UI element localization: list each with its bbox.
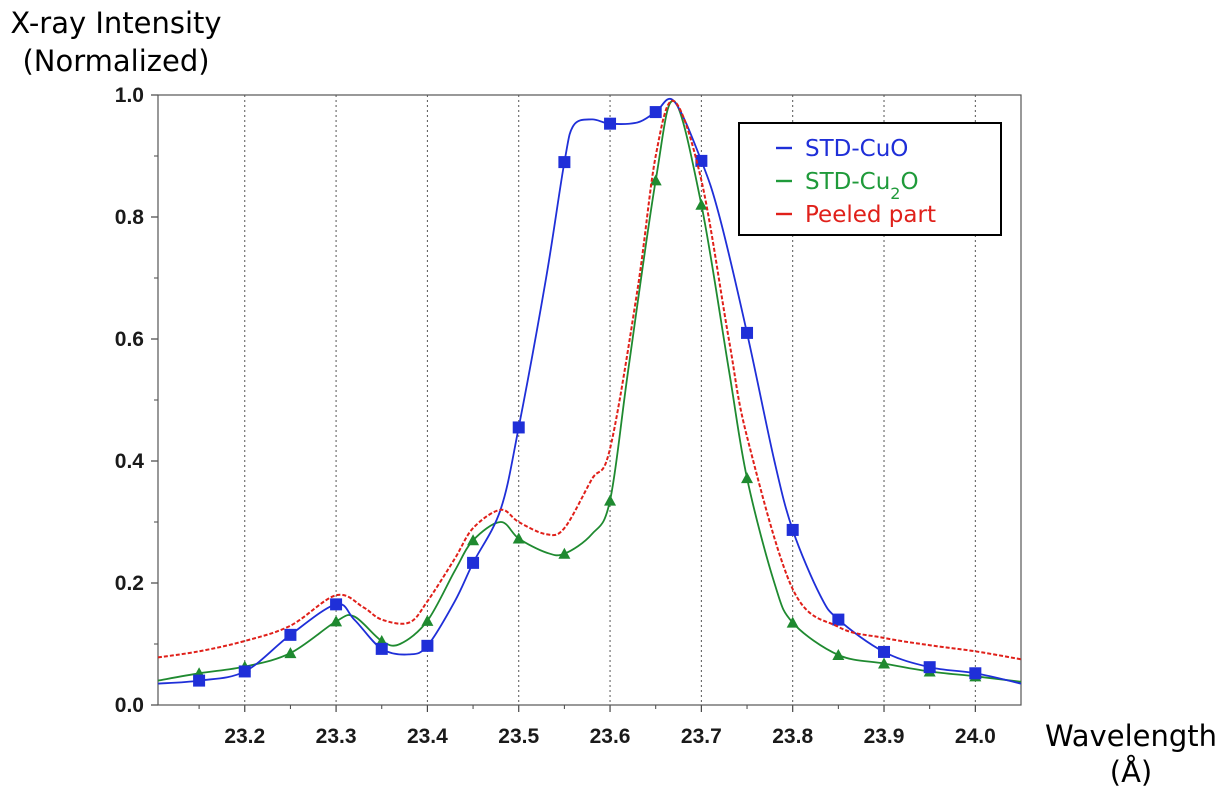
data-point-std_cu2o <box>421 614 434 626</box>
y-axis-label-line1: X-ray Intensity <box>10 6 222 40</box>
data-point-std_cuo <box>558 156 571 169</box>
x-tick-label: 24.0 <box>955 725 996 748</box>
x-tick-label: 23.8 <box>772 725 813 748</box>
data-point-std_cuo <box>786 523 799 536</box>
data-point-std_cu2o <box>467 534 480 546</box>
y-axis-label-line2: (Normalized) <box>22 44 210 78</box>
data-point-std_cuo <box>604 117 617 130</box>
data-point-std_cu2o <box>512 532 525 544</box>
legend-label-peeled: Peeled part <box>805 202 936 228</box>
data-point-std_cu2o <box>330 615 343 627</box>
data-point-std_cuo <box>238 665 251 678</box>
data-point-std_cuo <box>832 613 845 626</box>
series-line-peeled <box>157 99 1022 661</box>
series-layer <box>157 97 1022 687</box>
series-line-std_cu2o <box>157 100 1022 683</box>
legend-box <box>738 122 1002 236</box>
data-point-std_cuo <box>375 642 388 655</box>
x-tick-label: 23.9 <box>864 725 905 748</box>
data-point-std_cuo <box>284 628 297 641</box>
data-point-std_cuo <box>695 154 708 167</box>
y-tick-label: 0.0 <box>115 694 144 717</box>
data-point-std_cu2o <box>786 616 799 628</box>
y-tick-label: 0.8 <box>115 206 145 229</box>
data-point-std_cu2o <box>558 547 571 559</box>
data-point-std_cuo <box>878 645 891 658</box>
x-axis-label-line1: Wavelength <box>1044 719 1218 753</box>
axes-layer: 23.2 23.3 23.4 23.5 23.6 23.7 23.8 23.9 24.0 0.0 0… <box>115 84 1022 748</box>
data-point-std_cu2o <box>695 198 708 210</box>
data-point-std_cuo <box>467 556 480 569</box>
x-tick-label: 23.2 <box>224 725 265 748</box>
data-point-std_cuo <box>923 661 936 674</box>
x-tick-label: 23.3 <box>316 725 357 748</box>
x-axis-label-line2: (Å) <box>1109 755 1153 789</box>
data-point-std_cu2o <box>741 472 754 484</box>
data-point-std_cu2o <box>832 648 845 660</box>
x-axis-label: Wavelength (Å) <box>1036 718 1226 790</box>
plot-frame <box>157 94 1022 706</box>
data-point-std_cu2o <box>284 647 297 659</box>
data-point-std_cuo <box>969 667 982 680</box>
data-point-std_cuo <box>741 326 754 339</box>
y-tick-label: 0.4 <box>115 450 145 473</box>
x-tick-label: 23.6 <box>590 725 631 748</box>
y-tick-label: 0.6 <box>115 328 144 351</box>
data-point-std_cuo <box>649 106 662 119</box>
series-line-std_cuo <box>157 97 1022 685</box>
data-point-std_cu2o <box>649 174 662 186</box>
legend-label-std_cuo: STD-CuO <box>805 136 908 162</box>
x-tick-label: 23.7 <box>681 725 722 748</box>
data-point-std_cuo <box>421 639 434 652</box>
x-tick-label: 23.4 <box>407 725 448 748</box>
data-point-std_cuo <box>330 598 343 611</box>
data-point-std_cu2o <box>878 657 891 669</box>
data-point-std_cuo <box>193 674 206 687</box>
x-tick-label: 23.5 <box>498 725 539 748</box>
y-axis-label: X-ray Intensity (Normalized) <box>6 4 226 80</box>
data-point-std_cu2o <box>604 494 617 506</box>
y-tick-label: 1.0 <box>115 84 144 107</box>
legend-label-std_cu2o: STD-Cu2O <box>805 169 919 203</box>
y-tick-label: 0.2 <box>115 572 144 595</box>
data-point-std_cuo <box>512 421 525 434</box>
